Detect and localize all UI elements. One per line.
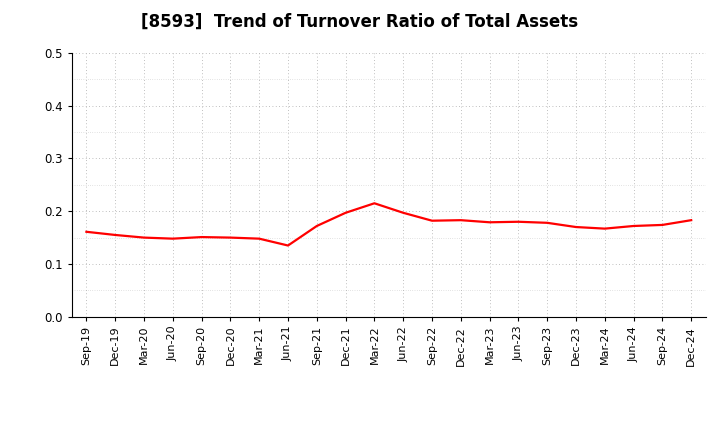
Text: [8593]  Trend of Turnover Ratio of Total Assets: [8593] Trend of Turnover Ratio of Total … [141, 13, 579, 31]
